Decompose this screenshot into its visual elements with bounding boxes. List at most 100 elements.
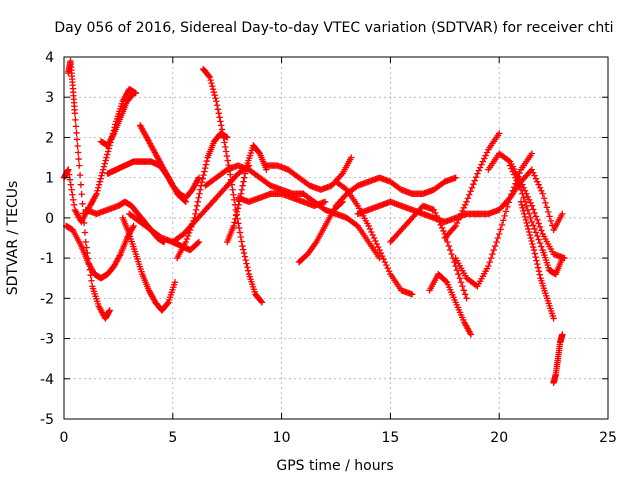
data-point: [70, 201, 78, 209]
data-point: [130, 90, 137, 97]
data-point: [183, 235, 191, 243]
data-point: [74, 149, 82, 156]
data-point: [493, 238, 500, 246]
data-point: [535, 181, 542, 188]
data-point: [195, 238, 203, 246]
series-track-23: [441, 130, 503, 242]
data-point: [464, 195, 472, 202]
series-track-28: [517, 198, 557, 322]
data-point: [496, 230, 503, 238]
data-point: [244, 163, 251, 170]
data-point: [240, 249, 248, 257]
data-point: [380, 255, 387, 263]
data-point: [207, 76, 214, 84]
data-point: [521, 213, 529, 221]
data-point: [542, 199, 549, 207]
data-point: [258, 298, 265, 305]
data-point: [528, 202, 536, 210]
data-point: [531, 225, 538, 233]
series-track-12: [224, 142, 270, 246]
data-point: [194, 239, 202, 247]
data-point: [96, 178, 104, 185]
data-point: [71, 110, 79, 117]
data-point: [444, 238, 451, 246]
series-track-22: [426, 271, 475, 338]
data-point: [521, 210, 528, 218]
data-point: [525, 228, 533, 236]
data-point: [459, 207, 466, 215]
data-point: [377, 249, 385, 257]
data-point: [218, 126, 226, 133]
data-point: [491, 242, 499, 250]
data-point: [475, 167, 482, 174]
data-point: [195, 194, 202, 201]
data-point: [535, 267, 543, 275]
data-point: [494, 234, 502, 242]
data-point: [374, 243, 382, 251]
data-point: [524, 222, 531, 230]
data-point: [518, 201, 525, 209]
data-point: [192, 206, 200, 214]
data-point: [241, 174, 248, 181]
grid: [64, 57, 608, 419]
data-point: [218, 122, 225, 129]
x-axis-label: GPS time / hours: [276, 458, 393, 474]
data-point: [348, 154, 355, 161]
data-point: [531, 250, 539, 257]
data-point: [463, 198, 470, 205]
data-point: [522, 216, 530, 224]
data-point: [432, 209, 439, 217]
data-point: [448, 250, 455, 258]
data-point: [452, 174, 459, 181]
data-point: [467, 331, 475, 338]
data-point: [222, 143, 229, 151]
data-point: [243, 260, 250, 267]
data-point: [219, 130, 227, 137]
series-track-16: [300, 190, 383, 262]
data-point: [519, 190, 526, 197]
data-point: [559, 210, 566, 218]
data-point: [197, 186, 204, 193]
data-point: [232, 212, 240, 219]
data-point: [528, 237, 535, 245]
data-point: [534, 178, 541, 185]
data-point: [73, 136, 81, 143]
data-point: [237, 233, 244, 241]
y-tick-label: 2: [45, 130, 54, 146]
y-tick-label: 4: [45, 50, 54, 66]
data-point: [74, 142, 81, 150]
data-point: [198, 178, 206, 186]
data-point: [527, 199, 534, 207]
data-point: [516, 183, 523, 190]
data-point: [72, 116, 79, 124]
data-point: [70, 196, 77, 203]
data-point: [233, 208, 241, 216]
data-point: [384, 264, 391, 272]
data-point: [487, 254, 495, 262]
data-point: [239, 242, 246, 250]
y-tick-label: 3: [45, 90, 54, 106]
data-point: [234, 205, 242, 212]
data-point: [472, 173, 480, 181]
series-track-8: [126, 210, 203, 254]
data-point: [453, 219, 461, 227]
data-point: [481, 155, 488, 162]
data-point: [524, 193, 531, 200]
data-point: [531, 172, 538, 179]
data-point: [230, 191, 237, 198]
data-point: [534, 260, 541, 268]
series-track-29: [550, 331, 566, 386]
data-point: [379, 252, 386, 260]
data-point: [436, 218, 443, 226]
data-point: [236, 229, 244, 236]
data-point: [65, 171, 73, 178]
y-tick-label: -2: [40, 291, 54, 307]
data-point: [534, 264, 542, 271]
data-point: [479, 158, 487, 165]
data-point: [240, 246, 247, 253]
data-point: [512, 174, 519, 181]
data-point: [184, 232, 192, 240]
data-point: [434, 215, 442, 223]
data-point: [538, 243, 545, 250]
data-point: [520, 194, 527, 201]
